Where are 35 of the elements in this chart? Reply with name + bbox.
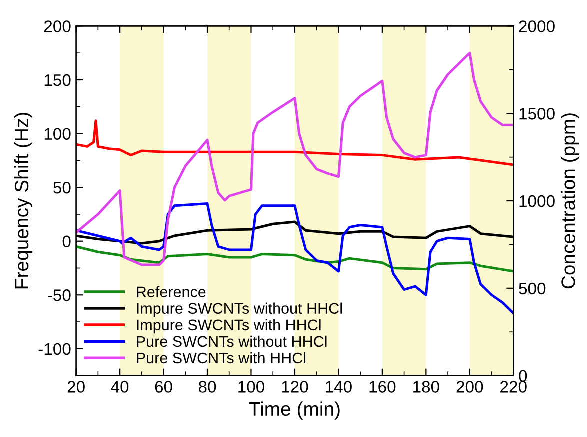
x-tick-label: 140: [326, 381, 352, 393]
x-tick-label: 80: [198, 381, 216, 393]
x-tick-label: 120: [282, 381, 308, 393]
y-tick-label: 0: [62, 236, 71, 248]
y-tick-label: -100: [38, 343, 71, 356]
x-tick-label: 200: [456, 381, 484, 393]
y2-axis-title: Concentration (ppm): [561, 114, 580, 289]
x-tick-label: 60: [155, 381, 172, 393]
x-tick-label: 100: [238, 381, 264, 393]
y2-tick-label: 2000: [519, 20, 555, 32]
legend-label: Pure SWCNTs with HHCl: [137, 352, 306, 364]
x-tick-label: 160: [370, 381, 396, 393]
y2-tick-label: 0: [519, 370, 528, 382]
legend-label: Impure SWCNTs with HHCl: [137, 319, 321, 334]
x-tick-label: 40: [111, 381, 129, 393]
x-tick-label: 220: [500, 381, 527, 393]
y2-tick-label: 500: [519, 282, 546, 295]
x-tick-label: 20: [68, 381, 85, 393]
line-series: [76, 202, 514, 315]
legend-label: Impure SWCNTs without HHCl: [137, 302, 342, 318]
y-tick-label: 200: [44, 20, 71, 32]
y-tick-label: 150: [44, 74, 71, 86]
line-series: [76, 52, 514, 266]
y2-tick-label: 1000: [520, 195, 555, 208]
y-tick-label: -50: [48, 290, 71, 302]
y-tick-label: 50: [54, 182, 71, 194]
line-series: [76, 120, 514, 166]
y-tick-label: 100: [44, 128, 71, 140]
y2-tick-label: 1500: [520, 108, 555, 120]
x-tick-label: 180: [414, 381, 440, 393]
line-series: [76, 245, 514, 273]
y-axis-title: Frequency Shift (Hz): [14, 113, 33, 289]
x-axis-title: Time (min): [249, 402, 340, 420]
legend-label: Pure SWCNTs without HHCl: [137, 336, 327, 348]
legend-label: Reference: [137, 286, 206, 298]
